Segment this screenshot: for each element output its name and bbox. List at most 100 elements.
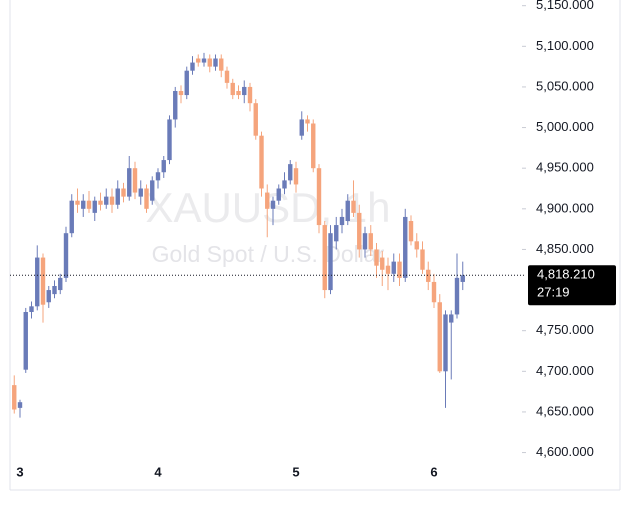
y-tick-label: 4,950.000: [536, 160, 594, 175]
candle-body: [58, 277, 63, 291]
candle-body: [449, 314, 454, 323]
y-tick-label: 5,000.000: [536, 119, 594, 134]
candle-body: [196, 58, 201, 63]
candle-body: [219, 58, 224, 71]
candle-body: [328, 233, 333, 291]
candle-body: [40, 257, 46, 305]
candle-body: [368, 233, 373, 250]
candle-body: [121, 188, 126, 197]
candle-body: [75, 200, 80, 205]
candle-body: [431, 281, 437, 303]
candle-body: [109, 196, 115, 205]
candle-body: [311, 123, 316, 169]
candle-body: [207, 58, 212, 67]
candle-body: [138, 188, 143, 197]
candle-body: [437, 302, 442, 372]
candle-body: [299, 119, 304, 136]
candle-body: [259, 135, 264, 189]
candle-body: [380, 257, 385, 270]
candle-body: [247, 86, 253, 104]
candle-body: [253, 103, 258, 136]
watermark-subtitle: Gold Spot / U.S. Dollar: [152, 241, 385, 267]
candle-body: [17, 402, 23, 408]
candle-body: [224, 70, 230, 83]
candle-body: [454, 277, 460, 315]
candle-body: [132, 168, 138, 193]
candle-body: [334, 225, 339, 242]
last-price-box: [528, 265, 616, 306]
candle-body: [316, 168, 322, 226]
candle-body: [69, 200, 74, 234]
candle-body: [104, 196, 109, 205]
candle-body: [293, 168, 299, 185]
candle-body: [276, 188, 281, 201]
candle-body: [115, 188, 120, 205]
y-tick-label: 4,700.000: [536, 363, 594, 378]
candle-body: [397, 261, 402, 278]
candle-body: [362, 233, 368, 250]
x-tick-label: 5: [292, 464, 299, 479]
plot: [12, 52, 465, 418]
candle-body: [236, 91, 241, 96]
candle-body: [288, 164, 293, 181]
candle-body: [282, 180, 287, 189]
candle-body: [150, 180, 155, 201]
candle-body: [173, 91, 178, 120]
y-tick-label: 5,150.000: [536, 0, 594, 12]
y-tick-label: 4,650.000: [536, 403, 594, 418]
candle-body: [242, 86, 247, 96]
candle-body: [201, 58, 207, 63]
y-tick-label: 4,900.000: [536, 200, 594, 215]
x-tick-label: 3: [16, 464, 23, 479]
candle-body: [213, 58, 218, 67]
candle-body: [408, 221, 414, 242]
y-tick-label: 4,850.000: [536, 241, 594, 256]
candle-body: [63, 233, 69, 278]
candle-body: [155, 172, 161, 181]
candle-body: [322, 225, 327, 291]
candle-body: [178, 91, 184, 96]
y-tick-label: 5,100.000: [536, 38, 594, 53]
candle-body: [29, 306, 34, 312]
candle-body: [167, 119, 172, 161]
candle-body: [144, 188, 149, 209]
candle-body: [357, 212, 362, 250]
candle-body: [345, 200, 350, 221]
candle-body: [92, 200, 97, 213]
candle-body: [81, 200, 86, 209]
candle-body: [190, 62, 195, 71]
candle-body: [374, 249, 379, 266]
y-tick-label: 4,750.000: [536, 322, 594, 337]
candle-body: [426, 269, 431, 282]
candle-body: [161, 160, 166, 173]
candle-body: [391, 261, 396, 274]
candle-body: [265, 192, 270, 209]
candle-body: [403, 216, 408, 278]
x-tick-label: 4: [154, 464, 162, 479]
candle-body: [443, 314, 448, 372]
candle-body: [305, 119, 310, 124]
candle-body: [98, 200, 103, 205]
candle-body: [385, 265, 391, 274]
candle-body: [184, 70, 189, 96]
countdown: 27:19: [537, 285, 570, 300]
candle-body: [420, 249, 425, 270]
candle-body: [86, 200, 92, 209]
candle-body: [460, 275, 465, 282]
x-tick-label: 6: [430, 464, 437, 479]
last-price-label: 4,818.210: [537, 267, 595, 282]
candle-body: [12, 385, 17, 410]
candle-body: [230, 82, 235, 96]
candle-body: [127, 168, 132, 197]
y-tick-label: 5,050.000: [536, 78, 594, 93]
candle-body: [351, 200, 356, 213]
y-tick-label: 4,600.000: [536, 444, 594, 459]
candle-body: [339, 216, 345, 226]
candle-body: [23, 312, 28, 370]
candle-body: [35, 257, 40, 307]
candle-body: [52, 286, 57, 295]
candle-body: [414, 241, 419, 250]
candle-body: [270, 200, 276, 209]
